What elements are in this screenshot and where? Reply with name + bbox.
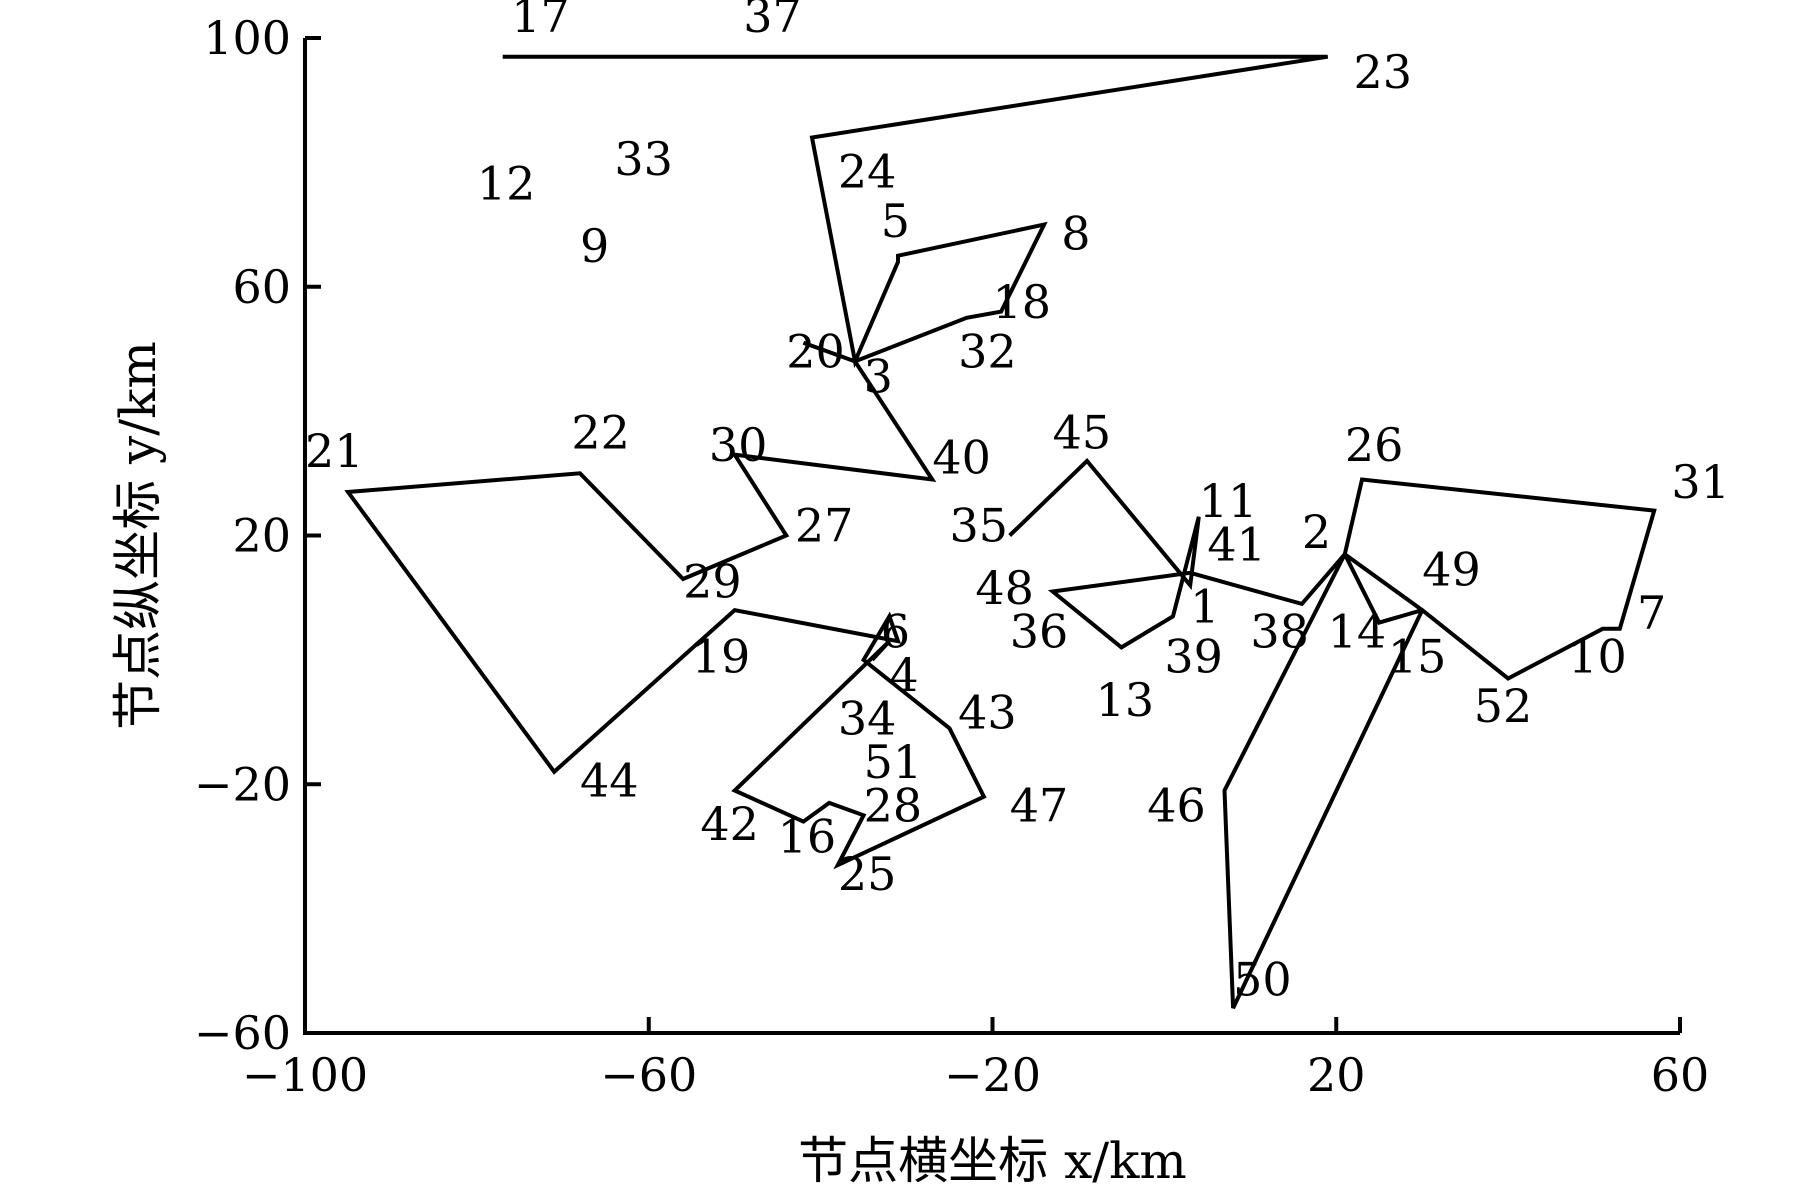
- y-tick-label: −60: [194, 1006, 291, 1060]
- node-label-13: 13: [1096, 673, 1155, 727]
- y-tick-label: −20: [194, 757, 291, 811]
- node-label-1: 1: [1190, 580, 1219, 634]
- node-label-10: 10: [1568, 629, 1627, 683]
- node-label-20: 20: [786, 325, 845, 379]
- route-2: [1008, 457, 1657, 1009]
- y-axis-title: 节点纵坐标 y/km: [109, 341, 167, 730]
- node-label-47: 47: [1010, 779, 1069, 833]
- node-label-7: 7: [1637, 586, 1666, 640]
- x-tick-label: 20: [1307, 1048, 1366, 1102]
- node-label-34: 34: [838, 692, 897, 746]
- node-label-11: 11: [1199, 474, 1258, 528]
- node-label-39: 39: [1164, 629, 1223, 683]
- x-tick-label: −100: [242, 1048, 368, 1102]
- node-label-36: 36: [1010, 604, 1069, 658]
- node-label-50: 50: [1233, 953, 1292, 1007]
- node-label-14: 14: [1328, 604, 1387, 658]
- node-label-42: 42: [700, 797, 759, 851]
- node-label-3: 3: [864, 349, 893, 403]
- node-label-9: 9: [580, 219, 609, 273]
- node-label-16: 16: [778, 810, 837, 864]
- node-label-52: 52: [1474, 679, 1533, 733]
- node-label-5: 5: [881, 194, 910, 248]
- node-label-37: 37: [743, 0, 802, 43]
- node-label-44: 44: [580, 754, 639, 808]
- node-label-15: 15: [1388, 629, 1447, 683]
- routes: [344, 54, 1657, 1009]
- node-label-46: 46: [1147, 779, 1206, 833]
- node-label-17: 17: [511, 0, 570, 43]
- node-label-51: 51: [864, 735, 923, 789]
- y-tick-label: 60: [232, 260, 291, 314]
- node-label-29: 29: [683, 555, 742, 609]
- node-label-6: 6: [881, 604, 910, 658]
- route-1: [344, 54, 1329, 870]
- node-label-18: 18: [993, 275, 1052, 329]
- node-label-27: 27: [795, 499, 854, 553]
- x-tick-label: −20: [944, 1048, 1041, 1102]
- x-ticks: −100 −60 −20 20 60: [242, 1017, 1709, 1102]
- y-tick-label: 100: [203, 11, 291, 65]
- node-label-30: 30: [709, 418, 768, 472]
- x-axis-title: 节点横坐标 x/km: [798, 1132, 1187, 1190]
- node-label-4: 4: [889, 648, 918, 702]
- node-label-25: 25: [838, 847, 897, 901]
- x-tick-label: −60: [600, 1048, 697, 1102]
- node-label-48: 48: [975, 561, 1034, 615]
- node-label-26: 26: [1345, 418, 1404, 472]
- node-label-45: 45: [1053, 405, 1112, 459]
- node-label-2: 2: [1302, 505, 1331, 559]
- node-label-35: 35: [950, 499, 1009, 553]
- node-label-31: 31: [1671, 455, 1730, 509]
- y-ticks: 100 60 20 −20 −60: [194, 11, 321, 1060]
- node-label-40: 40: [932, 430, 991, 484]
- node-label-49: 49: [1422, 542, 1481, 596]
- node-label-38: 38: [1250, 604, 1309, 658]
- node-label-33: 33: [614, 132, 673, 186]
- node-label-28: 28: [864, 779, 923, 833]
- node-label-23: 23: [1353, 45, 1412, 99]
- x-tick-label: 60: [1651, 1048, 1710, 1102]
- node-label-32: 32: [958, 325, 1017, 379]
- node-label-43: 43: [958, 685, 1017, 739]
- node-label-22: 22: [571, 405, 630, 459]
- node-label-12: 12: [477, 157, 536, 211]
- node-label-24: 24: [838, 144, 897, 198]
- node-label-19: 19: [692, 629, 751, 683]
- node-label-8: 8: [1061, 206, 1090, 260]
- node-label-21: 21: [305, 424, 364, 478]
- y-tick-label: 20: [232, 509, 291, 563]
- node-label-41: 41: [1207, 517, 1266, 571]
